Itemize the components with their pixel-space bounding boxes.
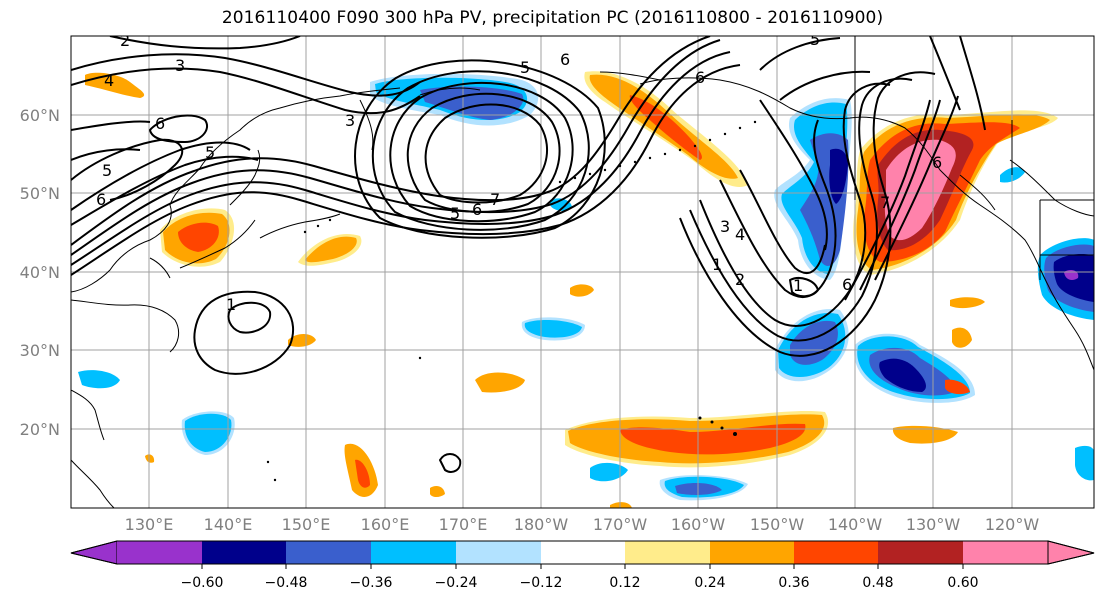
contour-label: 6 [472,200,482,219]
contour-label: 1 [793,276,803,295]
lon-label: 180°W [514,515,569,534]
contour-label: 4 [735,225,745,244]
contour-label: 7 [490,190,500,209]
colorbar-segment [963,541,1048,564]
pv-contours [71,36,986,473]
contour-label: 2 [735,270,745,289]
lon-label: 140°E [204,515,253,534]
lon-label: 160°W [671,515,726,534]
contour-label: 7 [880,193,890,212]
colorbar-segment [202,541,286,564]
colorbar-extend-max [1047,540,1095,565]
lat-label: 60°N [20,106,60,125]
contour-label: 6 [560,50,570,69]
contour-labels: 2 3 4 5 6 5 6 6 5 3 5 6 5 6 7 3 4 1 2 1 … [96,30,942,314]
lon-label: 150°W [750,515,805,534]
contour-label: 3 [175,56,185,75]
lon-label: 150°E [282,515,331,534]
island-dots [266,120,757,482]
colorbar-tick-label: −0.12 [520,575,563,591]
colorbar-segment [794,541,878,564]
colorbar-extend-min [70,540,118,565]
lon-label: 130°W [906,515,961,534]
colorbar-segment [541,541,625,564]
lat-label: 40°N [20,263,60,282]
contour-label: 6 [842,275,852,294]
colorbar-segment [456,541,541,564]
contour-label: 5 [520,58,530,77]
colorbar-tick-label: −0.24 [435,575,478,591]
lon-label: 130°E [125,515,174,534]
colorbar-tick-label: 0.12 [609,575,640,591]
lat-axis-labels: 60°N 50°N 40°N 30°N 20°N [20,106,60,439]
lon-label: 160°E [361,515,410,534]
colorbar-segment [286,541,371,564]
colorbar-tick-label: 0.60 [947,575,978,591]
contour-label: 6 [96,190,106,209]
map-frame [70,35,1095,509]
colorbar-segment [625,541,710,564]
contour-label: 2 [120,31,130,50]
contour-label: 1 [712,255,722,274]
lat-label: 50°N [20,184,60,203]
colorbar-tick-label: −0.48 [265,575,308,591]
contour-label: 3 [345,111,355,130]
contour-label: 6 [155,114,165,133]
lon-label: 170°W [593,515,648,534]
colorbar-segment [371,541,456,564]
colorbar-tick-label: 0.48 [862,575,893,591]
contour-label: 1 [226,295,236,314]
colorbar-tick-label: 0.36 [778,575,809,591]
lon-label: 120°W [985,515,1040,534]
colorbar: −0.60 −0.48 −0.36 −0.24 −0.12 0.12 0.24 … [70,540,1095,591]
contour-label: 5 [102,161,112,180]
contour-label: 4 [104,71,114,90]
contour-label: 5 [450,204,460,223]
contour-label: 6 [695,68,705,87]
lat-label: 20°N [20,420,60,439]
chart-title: 2016110400 F090 300 hPa PV, precipitatio… [221,8,884,28]
contour-label: 5 [205,143,215,162]
contour-label: 6 [932,153,942,172]
colorbar-tick-label: −0.36 [350,575,393,591]
contour-label: 5 [810,30,820,49]
lat-label: 30°N [20,341,60,360]
colorbar-segment [710,541,794,564]
lon-label: 170°E [439,515,488,534]
lon-label: 140°W [828,515,883,534]
colorbar-segment [117,541,202,564]
colorbar-segment [878,541,963,564]
colorbar-tick-label: 0.24 [694,575,725,591]
contour-label: 3 [720,217,730,236]
colorbar-tick-label: −0.60 [181,575,224,591]
lon-axis-labels: 130°E 140°E 150°E 160°E 170°E 180°W 170°… [125,515,1040,534]
